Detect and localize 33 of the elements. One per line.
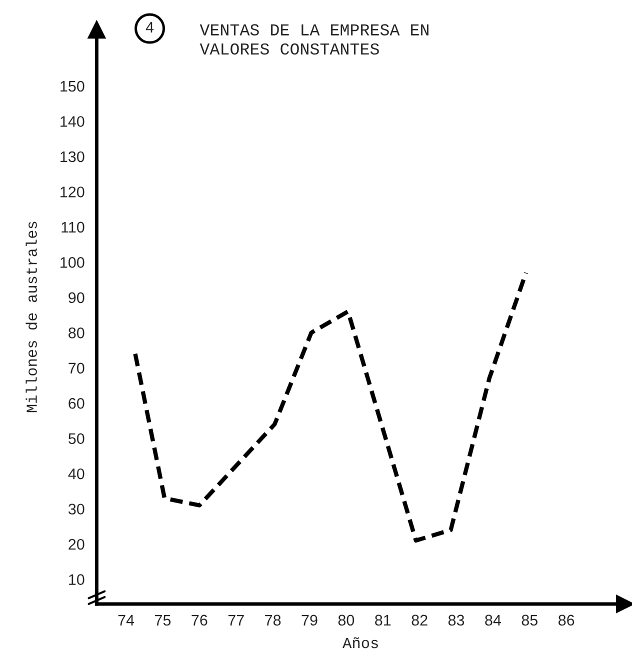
y-tick-label: 90 [68, 292, 84, 304]
y-tick-label: 80 [68, 328, 84, 338]
chart-title: VENTAS DE LA EMPRESA EN VALORES CONSTANTES [200, 24, 428, 55]
annotation: 4 [146, 22, 154, 33]
x-tick-label: 75 [155, 614, 171, 626]
y-tick-label: 40 [68, 468, 84, 480]
x-tick-label: 81 [375, 614, 391, 626]
y-tick-label: 100 [60, 257, 84, 268]
y-tick-label: 110 [62, 222, 84, 233]
y-tick-label: 60 [68, 398, 84, 409]
y-tick-label: 120 [60, 186, 84, 198]
x-tick-label: 85 [522, 614, 538, 626]
x-tick-label: 82 [412, 614, 428, 626]
x-tick-label: 77 [228, 614, 244, 626]
x-axis-title: Años [342, 637, 378, 648]
y-tick-label: 70 [68, 362, 84, 374]
y-tick-label: 20 [68, 538, 84, 550]
y-tick-label: 150 [60, 80, 84, 92]
x-tick-label: 74 [118, 614, 134, 626]
x-tick-label: 84 [485, 614, 502, 626]
x-tick-label: 86 [558, 614, 574, 626]
y-tick-label: 140 [60, 116, 84, 127]
line-series [133, 270, 528, 543]
x-tick-label: 80 [338, 614, 354, 626]
y-tick-label: 10 [69, 574, 84, 585]
y-tick-label: 130 [60, 151, 84, 162]
x-tick-label: 79 [302, 614, 318, 626]
x-tick-label: 78 [265, 614, 281, 626]
x-tick-label: 83 [448, 614, 464, 626]
x-tick-label: 76 [192, 614, 208, 626]
y-tick-label: 50 [68, 433, 84, 444]
y-axis-title: Millones de australes [26, 222, 37, 412]
y-tick-label: 30 [68, 504, 84, 515]
